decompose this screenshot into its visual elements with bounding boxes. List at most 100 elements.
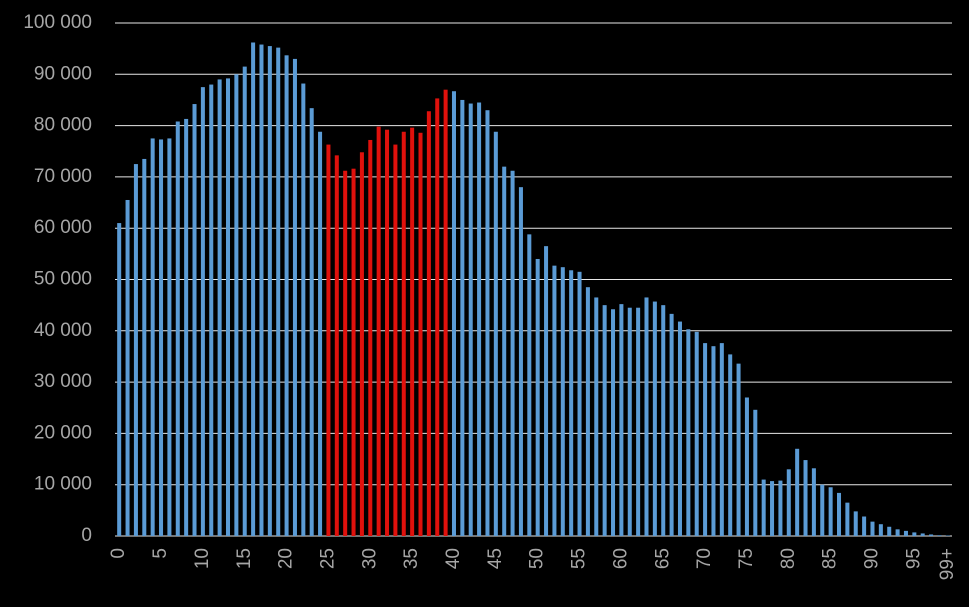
bar [728,354,733,536]
bar [200,87,205,536]
bar [611,309,616,536]
bar [644,297,649,536]
bar [292,58,297,536]
bar [803,460,808,536]
bar [878,524,883,536]
bar [225,78,231,537]
x-tick-label: 15 [234,548,255,569]
bar [652,301,657,536]
bar [343,170,348,536]
bar [167,138,172,537]
bar [937,535,942,536]
y-tick-label: 50 000 [34,269,92,290]
bar [786,469,791,536]
bar [242,66,247,536]
y-tick-label: 0 [81,525,92,546]
bar [703,343,708,536]
bar [175,121,180,536]
bar [853,511,858,536]
bar [393,144,398,536]
bar [619,304,624,536]
bar [820,484,825,536]
y-tick-label: 40 000 [34,320,92,341]
x-tick-label: 35 [401,548,422,569]
y-tick-label: 80 000 [34,115,92,136]
bar [276,47,281,537]
bar [259,44,264,537]
bar [418,132,423,537]
bar [385,129,390,537]
bar [828,487,833,536]
bar [234,74,239,537]
bar [401,131,406,537]
x-tick-label: 10 [192,548,213,569]
bar [719,343,724,536]
x-tick-label: 45 [485,548,506,569]
bar [451,91,456,536]
bar [334,155,339,536]
bar [301,83,306,536]
bar [677,321,682,536]
bar [544,246,549,536]
y-tick-label: 100 000 [23,12,92,33]
bar [209,84,214,536]
x-tick-label: 30 [359,548,380,569]
bar [744,397,749,536]
bar [376,126,381,536]
x-tick-label: 85 [820,548,841,569]
bar [468,103,473,536]
x-tick-label: 90 [862,548,883,569]
bar [426,111,431,537]
bar [142,158,147,536]
bar [535,258,540,536]
x-tick-label: 25 [317,548,338,569]
y-tick-label: 10 000 [34,474,92,495]
bar [485,110,490,537]
bar [569,270,574,536]
bar [711,346,716,536]
bar [117,223,122,536]
bar [133,164,138,536]
bar [920,533,925,536]
bar [560,267,565,536]
bar [510,170,515,536]
bar [284,55,289,536]
bar [669,313,674,536]
bar [410,127,415,536]
bar [945,535,950,536]
bar [811,468,816,536]
bar [895,529,900,536]
bar [795,448,800,536]
bar [125,199,130,537]
bar [862,516,867,536]
x-tick-label: 60 [610,548,631,569]
bar [845,502,850,536]
bar [870,521,875,536]
y-tick-label: 90 000 [34,63,92,84]
bar [887,526,892,536]
bar [318,131,323,537]
x-tick-label: 50 [527,548,548,569]
x-tick-label: 80 [778,548,799,569]
bar [309,108,314,537]
x-tick-label: 55 [569,548,590,569]
x-tick-label: 40 [443,548,464,569]
bar [326,144,331,536]
bar [435,98,440,536]
bar [661,305,666,536]
y-tick-label: 70 000 [34,166,92,187]
x-tick-label: 5 [150,548,171,559]
bar [761,479,766,536]
bar [552,265,557,536]
bar [903,530,908,536]
x-tick-label: 95 [903,548,924,569]
x-tick-label: 70 [694,548,715,569]
bar [912,532,917,536]
bar [518,187,523,536]
bar [217,79,222,537]
bar [159,139,164,537]
bar [192,104,197,536]
bar [736,363,741,536]
bar [585,287,590,536]
